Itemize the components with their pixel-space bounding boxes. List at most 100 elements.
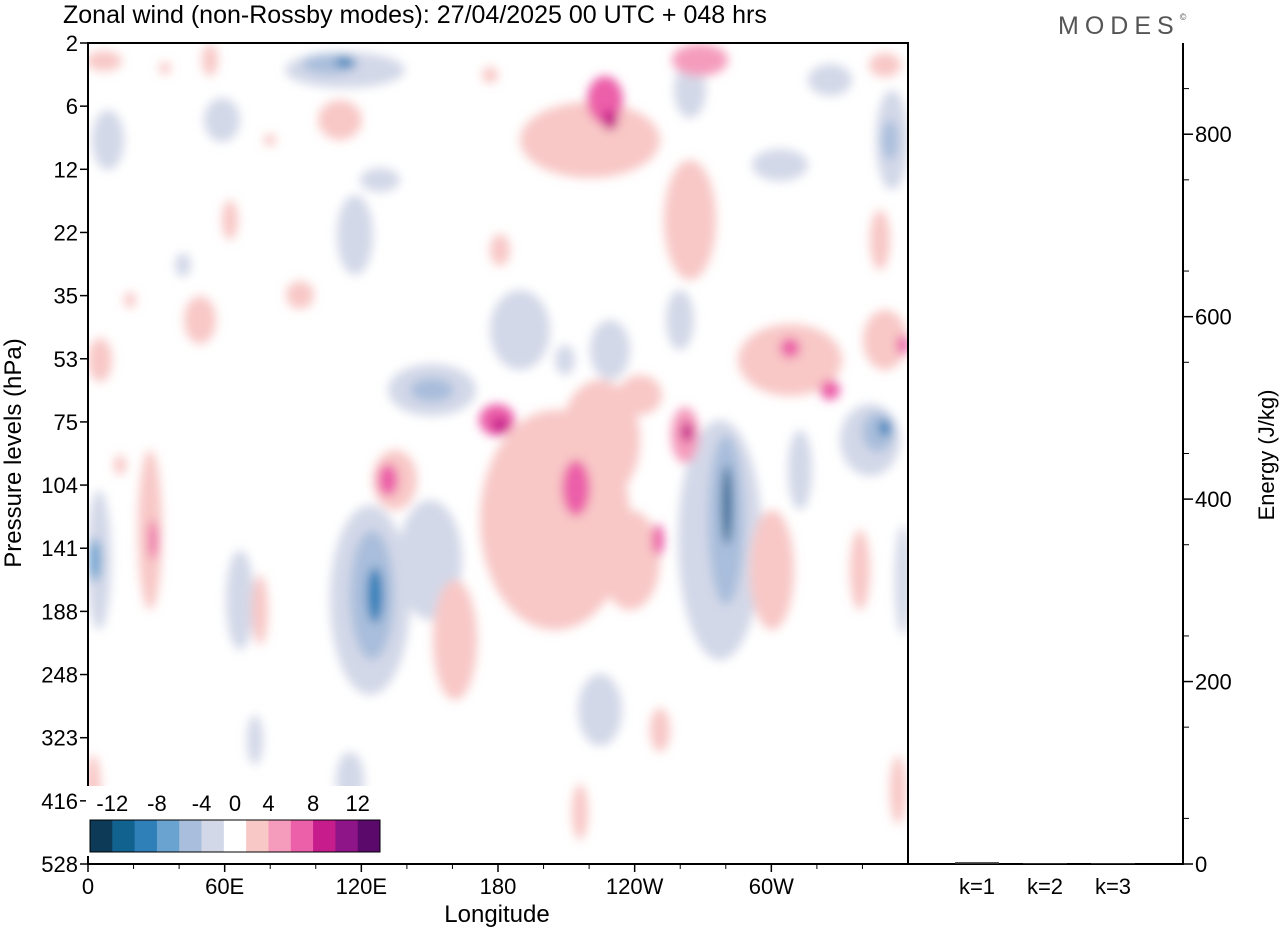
colorbar-swatch xyxy=(246,820,269,852)
y-tick-label: 12 xyxy=(54,157,78,182)
contour-blob xyxy=(590,320,630,380)
colorbar-legend: -12 -8 -4 0 4 8 12 xyxy=(86,786,384,856)
colorbar-label: 0 xyxy=(229,791,241,816)
energy-axis: 0 200 400 600 800 xyxy=(1183,88,1232,877)
colorbar-swatch xyxy=(223,820,247,852)
contour-blob xyxy=(264,134,276,146)
contour-blob xyxy=(780,338,800,358)
contour-blob xyxy=(578,674,622,746)
brand-logo: MODES© xyxy=(1058,12,1187,40)
contour-blob xyxy=(252,575,268,645)
colorbar-swatch xyxy=(179,820,203,852)
contour-blob xyxy=(335,57,355,67)
contour-blob xyxy=(752,149,808,181)
contour-blob xyxy=(863,310,907,370)
energy-axis-label: Energy (J/kg) xyxy=(1254,390,1279,521)
contour-blob xyxy=(897,335,908,355)
y-tick-label: 323 xyxy=(41,726,78,751)
energy-bars: k=1 k=2 k=3 xyxy=(955,862,1135,899)
contour-blob xyxy=(681,422,693,442)
energy-tick-label: 600 xyxy=(1195,305,1232,330)
contour-blob xyxy=(652,524,664,556)
contour-blob xyxy=(88,51,122,71)
chart-title: Zonal wind (non-Rossby modes): 27/04/202… xyxy=(63,1,767,29)
y-tick-label: 2 xyxy=(66,31,78,56)
y-tick-label: 104 xyxy=(41,473,78,498)
contour-map xyxy=(88,43,908,864)
contour-blob xyxy=(202,44,218,76)
colorbar-swatch xyxy=(156,820,180,852)
contour-blob xyxy=(808,64,852,96)
contour-blob xyxy=(482,67,498,83)
contour-blob xyxy=(870,210,890,270)
x-tick-label: 120W xyxy=(606,874,664,899)
energy-tick-label: 0 xyxy=(1195,852,1207,877)
energy-bar xyxy=(1091,863,1135,865)
contour-blob xyxy=(410,378,454,402)
contour-blob xyxy=(584,540,616,600)
energy-bar xyxy=(955,862,999,864)
contour-blob xyxy=(88,338,112,382)
y-tick-label: 75 xyxy=(54,410,78,435)
contour-blob xyxy=(788,430,812,510)
colorbar-swatch xyxy=(90,820,113,852)
contour-blob xyxy=(879,420,891,436)
energy-category-label: k=3 xyxy=(1095,874,1131,899)
contour-blob xyxy=(204,98,240,142)
contour-blob xyxy=(555,345,575,375)
contour-blob xyxy=(247,715,263,765)
y-tick-label: 528 xyxy=(41,852,78,877)
contour-blob xyxy=(650,708,670,752)
colorbar-label: -8 xyxy=(147,791,167,816)
contour-blob xyxy=(850,530,870,610)
colorbar-frame xyxy=(89,819,381,853)
contour-blob xyxy=(882,120,898,160)
energy-bar xyxy=(1023,863,1067,865)
colorbar-swatch xyxy=(290,820,314,852)
energy-category-label: k=1 xyxy=(959,874,995,899)
contour-blob xyxy=(222,200,238,240)
contour-blob xyxy=(492,417,508,433)
y-axis-label: Pressure levels (hPa) xyxy=(0,338,27,567)
y-tick-label: 53 xyxy=(54,347,78,372)
contour-fills xyxy=(88,44,908,840)
colorbar-label: -12 xyxy=(96,791,128,816)
contour-blob xyxy=(738,324,842,396)
contour-blob xyxy=(890,756,906,824)
colorbar-swatch xyxy=(335,820,359,852)
y-tick-label: 35 xyxy=(54,284,78,309)
x-tick-label: 60E xyxy=(205,874,244,899)
x-tick-label: 0 xyxy=(82,874,94,899)
longitude-axis: 0 60E 120E 180 120W 60W xyxy=(82,864,863,899)
contour-blob xyxy=(318,100,362,140)
contour-blob xyxy=(89,538,101,582)
contour-blob xyxy=(149,520,157,560)
colorbar-label: 8 xyxy=(307,791,319,816)
colorbar-swatch xyxy=(313,820,336,852)
contour-blob xyxy=(175,253,191,277)
contour-blob xyxy=(672,44,728,76)
x-axis-label: Longitude xyxy=(444,901,549,928)
contour-blob xyxy=(286,281,314,309)
y-tick-label: 416 xyxy=(41,789,78,814)
contour-blob xyxy=(674,62,706,118)
energy-tick-label: 400 xyxy=(1195,487,1232,512)
energy-category-label: k=2 xyxy=(1027,874,1063,899)
contour-blob xyxy=(520,102,660,178)
colorbar-swatch xyxy=(268,820,292,852)
contour-blob xyxy=(114,455,126,475)
colorbar-swatch xyxy=(357,820,381,852)
contour-blob xyxy=(498,450,542,490)
energy-panel: k=1 k=2 k=3 0 200 400 600 800 xyxy=(908,43,1232,899)
contour-blob xyxy=(869,53,901,77)
contour-blob xyxy=(433,580,477,700)
contour-blob xyxy=(722,465,732,545)
colorbar-swatch xyxy=(201,820,225,852)
colorbar-label: 4 xyxy=(262,791,274,816)
pressure-axis: 2 6 12 22 35 53 75 104 141 188 248 323 416 528 xyxy=(41,31,88,877)
colorbar-label: -4 xyxy=(192,791,212,816)
y-tick-label: 248 xyxy=(41,663,78,688)
contour-blob xyxy=(666,290,694,350)
contour-blob xyxy=(602,110,618,130)
contour-blob xyxy=(895,525,908,635)
